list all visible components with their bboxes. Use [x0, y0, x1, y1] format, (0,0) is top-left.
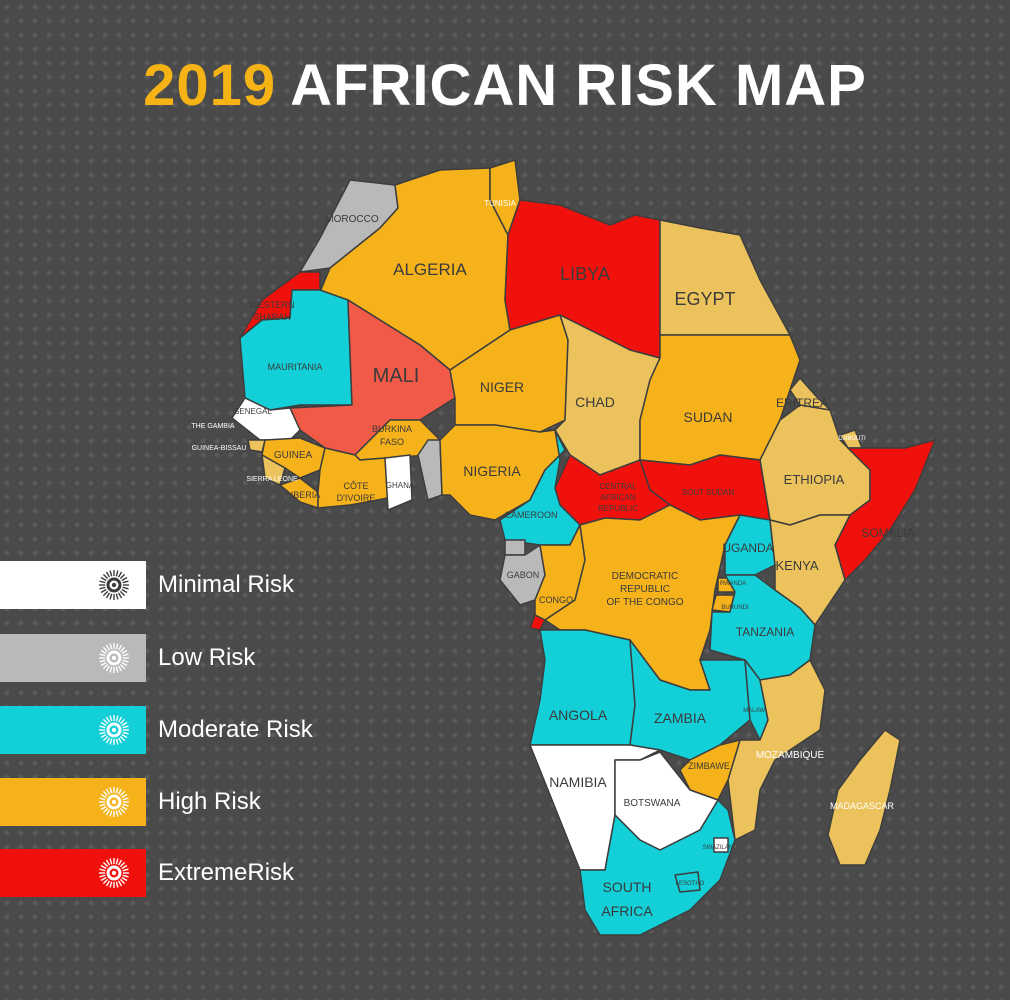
label-burkina-faso-1: BURKINA: [372, 424, 412, 434]
sunburst-icon: [99, 643, 129, 673]
label-chad: CHAD: [575, 394, 615, 410]
label-swaziland: SWAZILAND: [703, 845, 738, 851]
country-angola[interactable]: [529, 629, 636, 746]
label-cote-divoire-2: D'IVOIRE: [337, 493, 376, 503]
label-burundi: BURUNDI: [721, 605, 749, 611]
legend-item-extreme: ExtremeRisk: [0, 849, 330, 897]
label-ghana: GHANA: [386, 481, 415, 490]
legend-swatch-moderate: [0, 706, 146, 754]
label-eritrea: ERITREA: [776, 396, 828, 410]
country-mozambique[interactable]: [727, 659, 826, 841]
label-rwanda: RWANDA: [720, 581, 746, 587]
label-mauritania: MAURITANIA: [268, 362, 323, 372]
legend-label-high: High Risk: [158, 788, 261, 815]
label-burkina-faso-2: FASO: [380, 437, 404, 447]
label-car-2: AFRICAN: [600, 493, 635, 502]
label-drc-3: OF THE CONGO: [606, 597, 683, 608]
legend-label-low: Low Risk: [158, 644, 256, 671]
country-egypt[interactable]: [659, 219, 791, 336]
label-tunisia: TUNISIA: [484, 199, 516, 208]
label-drc-2: REPUBLIC: [620, 584, 670, 595]
country-somalia[interactable]: [834, 439, 936, 581]
country-equatorial-guinea[interactable]: [504, 539, 526, 556]
label-botswana: BOTSWANA: [624, 798, 681, 809]
label-kenya: KENYA: [775, 558, 818, 573]
sunburst-icon: [99, 858, 129, 888]
legend-label-minimal: Minimal Risk: [158, 571, 295, 598]
label-car-1: CENTRAL: [599, 482, 637, 491]
label-niger: NIGER: [480, 379, 524, 395]
label-mozambique: MOZAMBIQUE: [756, 750, 825, 761]
label-madagascar: MADAGASCAR: [830, 801, 895, 811]
label-guinea-bissau: GUINEA-BISSAU: [192, 445, 247, 452]
label-guinea: GUINEA: [274, 450, 313, 461]
label-zimbawe: ZIMBAWE: [688, 761, 730, 771]
label-south-sudan: SOUT SUDAN: [682, 488, 735, 497]
label-sierra-leone: SIERRA LEONE: [246, 476, 298, 483]
label-algeria: ALGERIA: [393, 260, 467, 279]
country-madagascar[interactable]: [827, 729, 901, 866]
legend-swatch-high: [0, 778, 146, 826]
sunburst-icon: [99, 570, 129, 600]
label-somalia: SOMALIA: [861, 526, 914, 540]
legend-swatch-extreme: [0, 849, 146, 897]
label-libya: LIBYA: [560, 264, 610, 284]
legend-item-minimal: Minimal Risk: [0, 561, 330, 609]
label-egypt: EGYPT: [674, 289, 735, 309]
label-car-3: REPUBLIC: [598, 504, 638, 513]
label-lesotho: LESOTHO: [676, 881, 705, 887]
legend-swatch-minimal: [0, 561, 146, 609]
label-angola: ANGOLA: [549, 707, 608, 723]
label-cameroon: CAMEROON: [504, 510, 557, 520]
label-namibia: NAMIBIA: [549, 774, 607, 790]
legend-label-extreme: ExtremeRisk: [158, 859, 295, 886]
label-uganda: UGANDA: [722, 541, 773, 555]
label-ethiopia: ETHIOPIA: [784, 472, 845, 487]
label-south-africa-2: AFRICA: [601, 903, 653, 919]
label-south-africa-1: SOUTH: [603, 879, 652, 895]
country-ghana[interactable]: [384, 454, 413, 511]
label-congo: CONGO: [539, 595, 573, 605]
label-tanzania: TANZANIA: [736, 625, 794, 639]
label-sudan: SUDAN: [683, 409, 732, 425]
label-nigeria: NIGERIA: [463, 463, 521, 479]
label-gabon: GABON: [507, 570, 540, 580]
sunburst-icon: [99, 787, 129, 817]
label-gambia: THE GAMBIA: [191, 423, 235, 430]
label-djibouti: DJIBOUTI: [838, 436, 866, 442]
title-year: 2019: [143, 53, 277, 118]
country-togo[interactable]: [417, 439, 443, 501]
legend-item-moderate: Moderate Risk: [0, 706, 330, 754]
map-title: 2019 AFRICAN RISK MAP: [0, 52, 1010, 119]
country-south-africa[interactable]: [579, 799, 736, 936]
label-liberia: LIBERIA: [286, 490, 321, 500]
label-zambia: ZAMBIA: [654, 710, 707, 726]
label-morocco: MOROCCO: [325, 214, 379, 225]
legend-swatch-low: [0, 634, 146, 682]
country-kenya[interactable]: [769, 514, 851, 626]
title-main: AFRICAN RISK MAP: [290, 53, 867, 118]
legend-item-high: High Risk: [0, 778, 330, 826]
label-drc-1: DEMOCRATIC: [612, 571, 678, 582]
label-senegal: SENEGAL: [234, 407, 272, 416]
country-zimbawe[interactable]: [679, 739, 741, 801]
label-mali: MALI: [373, 365, 420, 387]
label-cote-divoire-1: CÔTE: [343, 481, 368, 491]
country-swaziland[interactable]: [713, 837, 729, 853]
sunburst-icon: [99, 715, 129, 745]
country-senegal[interactable]: [231, 397, 301, 441]
country-lesotho[interactable]: [674, 871, 701, 893]
legend-item-low: Low Risk: [0, 634, 330, 682]
label-western-sahara-1: WESTERN: [250, 300, 295, 310]
country-niger[interactable]: [449, 314, 569, 433]
label-malawi: MALAWI: [743, 708, 767, 714]
label-western-sahara-2: SHARAH: [253, 312, 291, 322]
legend-label-moderate: Moderate Risk: [158, 716, 313, 743]
